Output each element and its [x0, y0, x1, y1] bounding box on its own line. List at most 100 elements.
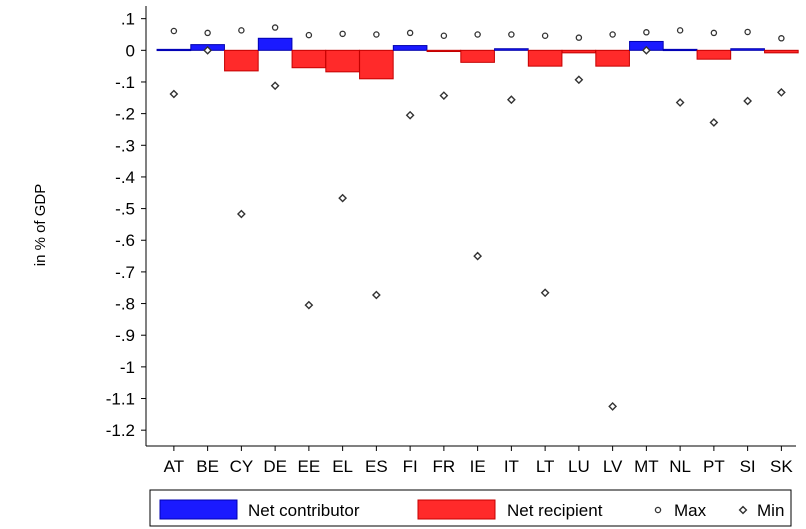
min-marker: [169, 89, 179, 99]
y-axis-title: in % of GDP: [32, 184, 49, 267]
x-tick-label: FI: [403, 457, 418, 476]
x-tick-label: NL: [669, 457, 691, 476]
min-marker: [776, 88, 786, 97]
max-marker: [778, 35, 785, 42]
legend-label-net-contributor: Net contributor: [248, 501, 360, 520]
legend: Net contributor Net recipient Max Min: [149, 489, 792, 527]
bar-net-recipient: [291, 49, 327, 69]
legend-label-net-recipient: Net recipient: [507, 501, 603, 520]
max-marker: [643, 29, 650, 36]
x-tick-label: EE: [298, 457, 321, 476]
max-marker: [508, 31, 515, 38]
x-tick-label: PT: [703, 457, 725, 476]
bar-net-recipient: [764, 49, 799, 54]
min-marker: [574, 75, 584, 85]
plot-area: .1 0 -.1 -.2 -.3 -.4 -.5 -.6 -.7 -.8 -.9 -1 -1.1 -1.2…: [106, 6, 799, 476]
bar-net-contributor: [392, 45, 428, 51]
legend-label-max: Max: [674, 501, 707, 520]
legend-label-min: Min: [757, 501, 784, 520]
y-tick-label: -.7: [115, 263, 135, 282]
y-tick-label: -.6: [115, 231, 135, 250]
max-marker: [373, 31, 380, 38]
y-tick-label: -.3: [115, 136, 135, 155]
max-marker: [541, 32, 549, 40]
x-tick-label: IE: [470, 457, 486, 476]
legend-marker-min: [738, 505, 748, 515]
max-marker: [710, 29, 718, 37]
y-tick-label: -.5: [115, 200, 135, 219]
min-marker: [540, 288, 550, 298]
bar-net-recipient: [527, 49, 563, 67]
max-marker: [238, 27, 245, 34]
min-marker: [405, 110, 415, 120]
max-marker: [609, 31, 616, 38]
x-tick-label: FR: [433, 457, 456, 476]
y-tick-label: -.2: [115, 105, 135, 124]
max-marker: [406, 29, 414, 37]
max-marker: [474, 31, 481, 38]
x-tick-label: BE: [196, 457, 219, 476]
min-marker: [473, 251, 483, 261]
bar-net-recipient: [426, 49, 462, 53]
y-tick-label: -.1: [115, 73, 135, 92]
legend-swatch-net-contributor: [159, 499, 238, 520]
x-tick-label: DE: [263, 457, 287, 476]
min-marker: [371, 290, 381, 300]
y-tick-label: -.9: [115, 326, 135, 345]
x-tick-label: CY: [230, 457, 254, 476]
bar-net-recipient: [359, 49, 394, 80]
y-tick-label: 0: [126, 41, 135, 60]
y-tick-label: -.8: [115, 295, 135, 314]
x-tick-label: AT: [164, 457, 184, 476]
max-marker: [305, 31, 313, 39]
max-marker: [339, 30, 346, 38]
y-tick-label: -.4: [115, 168, 135, 187]
x-tick-label: LT: [536, 457, 555, 476]
bar-net-recipient: [595, 49, 630, 67]
x-tick-label: SI: [740, 457, 756, 476]
min-marker: [203, 45, 213, 55]
min-marker: [608, 402, 618, 411]
bar-net-contributor: [156, 48, 192, 52]
min-marker: [506, 95, 516, 105]
min-marker: [439, 91, 449, 100]
bar-net-contributor: [257, 37, 293, 51]
max-marker: [676, 27, 684, 34]
x-tick-label: LU: [568, 457, 590, 476]
min-marker: [709, 118, 719, 127]
legend-marker-max: [654, 506, 662, 514]
bar-net-recipient: [325, 49, 360, 73]
x-tick-label: IT: [504, 457, 519, 476]
y-tick-label: .1: [121, 10, 135, 29]
bar-net-recipient: [696, 49, 732, 60]
bar-net-contributor: [494, 48, 529, 51]
min-marker: [743, 96, 753, 106]
min-marker: [338, 193, 348, 203]
bar-net-recipient: [224, 49, 259, 72]
x-tick-label: LV: [603, 457, 623, 476]
x-tick-label: MT: [634, 457, 659, 476]
bar-net-contributor: [662, 48, 698, 52]
min-marker: [270, 81, 280, 91]
legend-swatch-net-recipient: [417, 499, 496, 520]
y-tick-label: -1.1: [106, 390, 135, 409]
max-marker: [440, 32, 448, 40]
x-tick-label: ES: [365, 457, 388, 476]
min-marker: [304, 300, 314, 310]
x-tick-label: EL: [332, 457, 353, 476]
max-marker: [271, 24, 279, 31]
max-marker: [170, 27, 178, 35]
max-marker: [575, 34, 583, 41]
y-tick-label: -1.2: [106, 421, 135, 440]
min-marker: [236, 209, 246, 219]
bar-net-recipient: [460, 49, 495, 63]
min-marker: [675, 98, 685, 107]
bar-net-contributor: [730, 48, 765, 51]
x-tick-label: SK: [770, 457, 793, 476]
min-marker: [641, 45, 651, 55]
max-marker: [744, 28, 751, 36]
bar-net-recipient: [561, 49, 597, 54]
max-marker: [204, 29, 211, 37]
